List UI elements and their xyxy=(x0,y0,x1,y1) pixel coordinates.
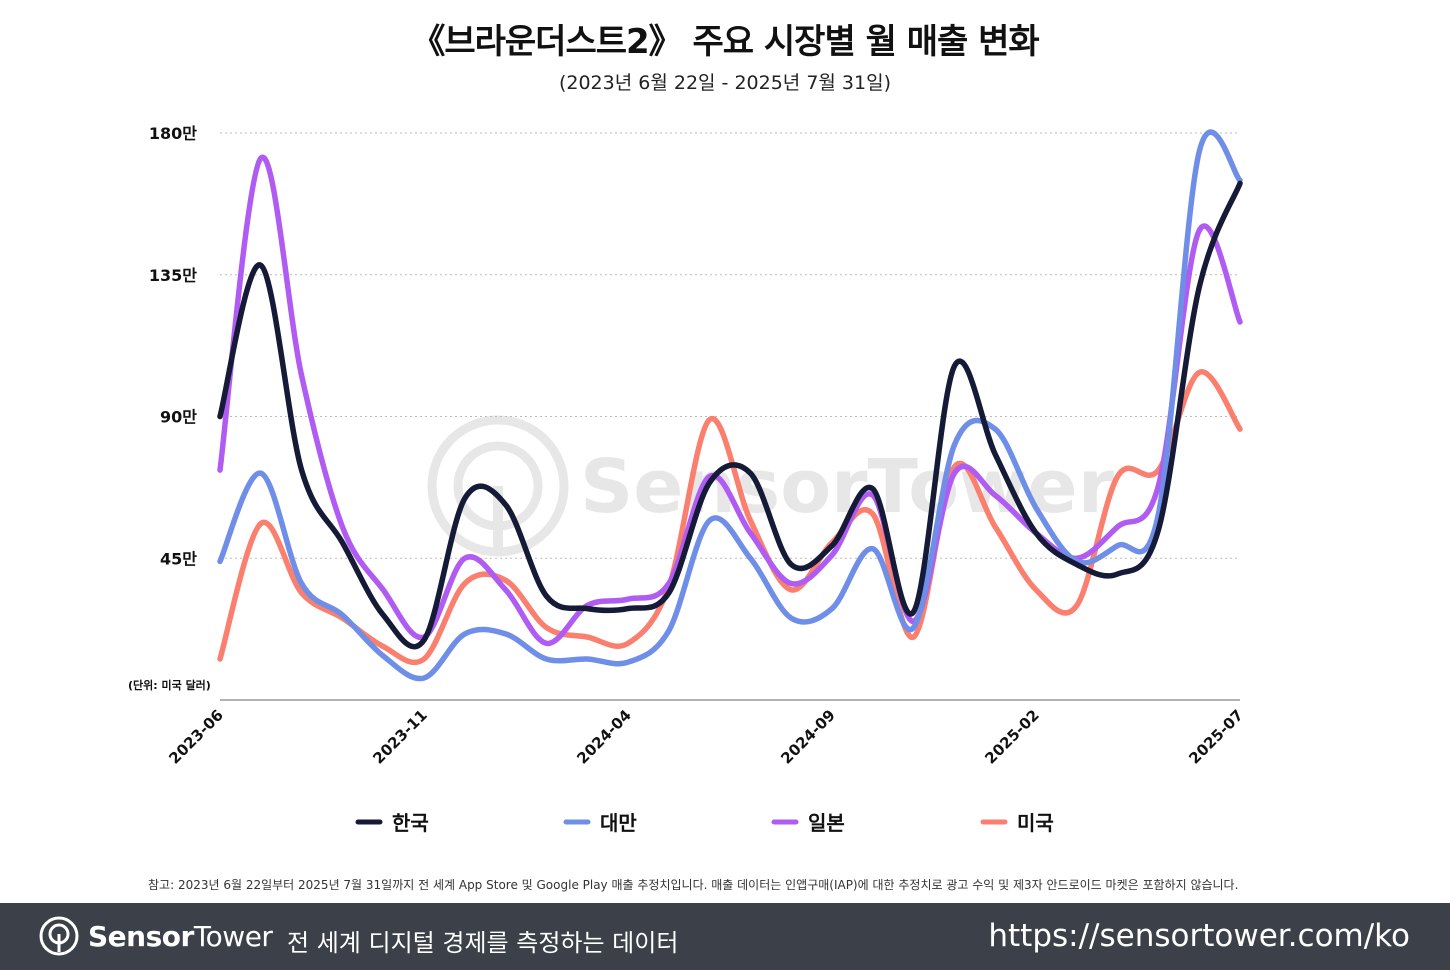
series-line-1 xyxy=(217,180,1243,650)
footer-tagline: 전 세계 디지털 경제를 측정하는 데이터 xyxy=(287,929,679,957)
legend: 한국 대만 일본 미국 xyxy=(355,811,1054,835)
chart-subtitle: (2023년 6월 22일 - 2025년 7월 31일) xyxy=(558,72,892,94)
series-line-2 xyxy=(217,129,1243,682)
series-line-4 xyxy=(217,369,1243,666)
legend-label: 미국 xyxy=(1017,811,1054,835)
legend-label: 한국 xyxy=(392,811,429,835)
y-tick-label: 45만 xyxy=(160,549,197,568)
legend-label: 대만 xyxy=(600,811,637,835)
x-tick-label: 2025-02 xyxy=(981,706,1042,767)
y-tick-label: 180만 xyxy=(149,124,197,143)
x-axis: 2023-06 2023-11 2024-04 2024-09 2025-02 2025-… xyxy=(165,706,1246,767)
x-tick-label: 2023-06 xyxy=(165,706,226,767)
chart-title: 《브라운더스트2》 주요 시장별 월 매출 변화 xyxy=(411,22,1039,62)
sensor-tower-logo-icon xyxy=(39,916,79,956)
brand-light: Tower xyxy=(193,920,273,953)
y-tick-label: 90만 xyxy=(160,408,197,427)
footnote: 참고: 2023년 6월 22일부터 2025년 7월 31일까지 전 세계 A… xyxy=(148,878,1239,892)
y-axis: 45만 90만 135만 180만 xyxy=(149,124,197,568)
x-tick-label: 2023-11 xyxy=(369,706,430,767)
footer-brand: SensorTower xyxy=(88,920,273,953)
x-tick-label: 2024-09 xyxy=(777,706,838,767)
series-lines xyxy=(217,129,1243,682)
footer-url[interactable]: https://sensortower.com/ko xyxy=(988,918,1410,954)
y-tick-label: 135만 xyxy=(149,266,197,285)
x-tick-label: 2024-04 xyxy=(573,706,634,767)
footer-bar: SensorTower 전 세계 디지털 경제를 측정하는 데이터 https:… xyxy=(0,903,1450,970)
series-line-3 xyxy=(217,154,1243,647)
legend-label: 일본 xyxy=(808,811,845,835)
unit-label: (단위: 미국 달러) xyxy=(128,678,211,692)
x-tick-label: 2025-07 xyxy=(1185,706,1246,767)
brand-bold: Sensor xyxy=(88,920,194,953)
